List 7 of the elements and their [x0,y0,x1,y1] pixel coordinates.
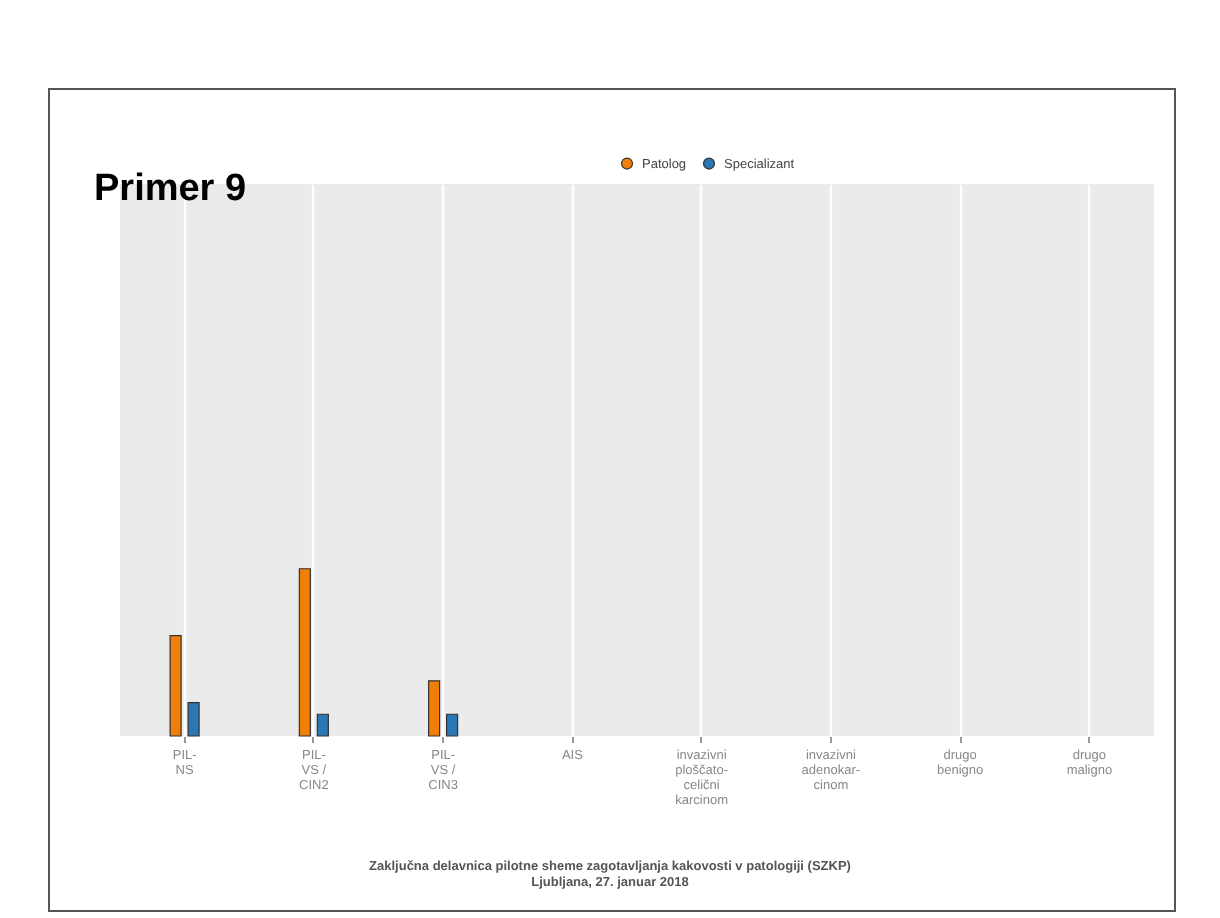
bar [446,713,459,737]
bar [428,680,441,737]
bar [169,635,182,737]
chart-title: Primer 9 [94,168,247,212]
bar [187,701,200,737]
bar [316,713,329,737]
bar [298,568,311,737]
